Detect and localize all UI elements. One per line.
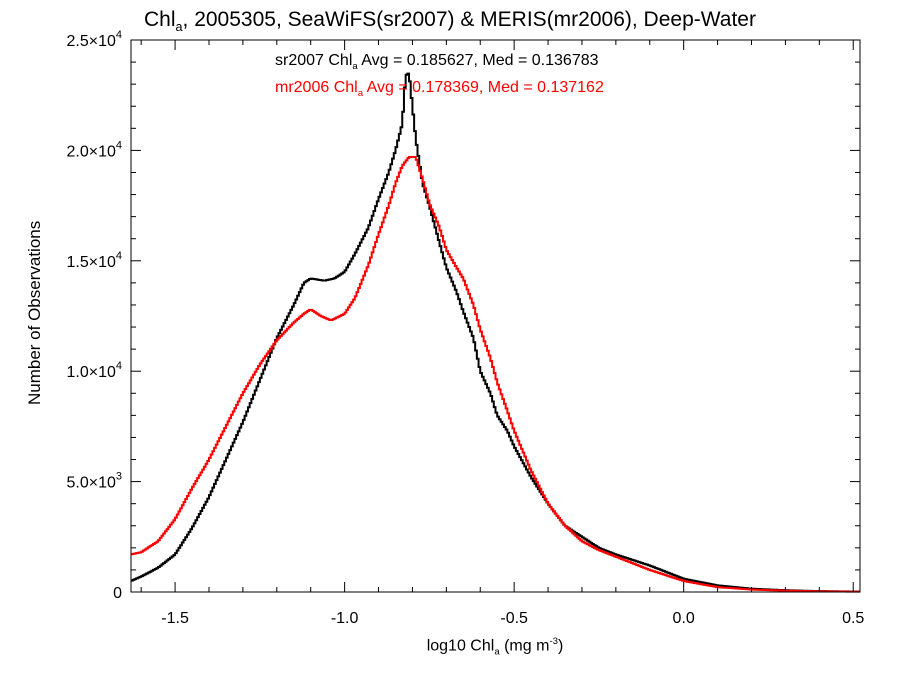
y-tick-label: 1.5×104: [66, 250, 122, 271]
annotation-mr2006: mr2006 Chla Avg = 0.178369, Med = 0.1371…: [275, 79, 604, 99]
y-tick-label: 5.0×103: [66, 471, 122, 492]
x-axis-label-text: log10 Chl: [426, 637, 495, 655]
annotation-mr2006-text: mr2006 Chl: [275, 79, 358, 96]
x-tick-label: -0.5: [500, 610, 528, 627]
annotation-mr2006-stats: Avg = 0.178369, Med = 0.137162: [363, 79, 604, 96]
y-tick-label: 2.0×104: [66, 139, 122, 160]
series-mr2006-line: [131, 156, 860, 593]
x-axis-label-units: (mg m: [499, 637, 550, 655]
annotation-sr2007-sub: a: [352, 61, 358, 73]
title-rest: , 2005305, SeaWiFS(sr2007) & MERIS(mr200…: [182, 8, 756, 31]
title-subscript: a: [175, 20, 183, 35]
plot-frame: [130, 39, 861, 593]
y-tick-label: 0: [113, 585, 122, 602]
y-axis-label: Number of Observations: [25, 220, 44, 405]
annotation-sr2007-text: sr2007 Chl: [275, 52, 353, 69]
y-tick-label: 1.0×104: [66, 360, 122, 381]
axes-layer: -1.5 -1.0 -0.5 0.0 0.5 0 5.0×103 1.0×104 1.5×104…: [66, 29, 864, 627]
x-tick-label: -1.5: [161, 610, 189, 627]
annotation-sr2007: sr2007 Chla Avg = 0.185627, Med = 0.1367…: [275, 52, 599, 72]
x-axis-label-close: ): [557, 637, 564, 655]
series-layer: [131, 72, 860, 593]
x-tick-label: 0.5: [842, 610, 864, 627]
x-tick-label: -1.0: [331, 610, 359, 627]
x-axis-label: log10 Chla (mg m-3): [0, 636, 900, 658]
title-text: Chl: [144, 8, 176, 31]
annotation-sr2007-stats: Avg = 0.185627, Med = 0.136783: [357, 52, 599, 69]
annotation-mr2006-sub: a: [357, 88, 364, 100]
series-sr2007-line: [131, 72, 860, 593]
y-tick-label: 2.5×104: [66, 29, 122, 50]
x-axis-label-sup: -3: [549, 636, 558, 647]
chart-title: Chla, 2005305, SeaWiFS(sr2007) & MERIS(m…: [0, 8, 900, 34]
x-axis-label-sub: a: [494, 646, 500, 658]
x-tick-label: 0.0: [673, 610, 695, 627]
